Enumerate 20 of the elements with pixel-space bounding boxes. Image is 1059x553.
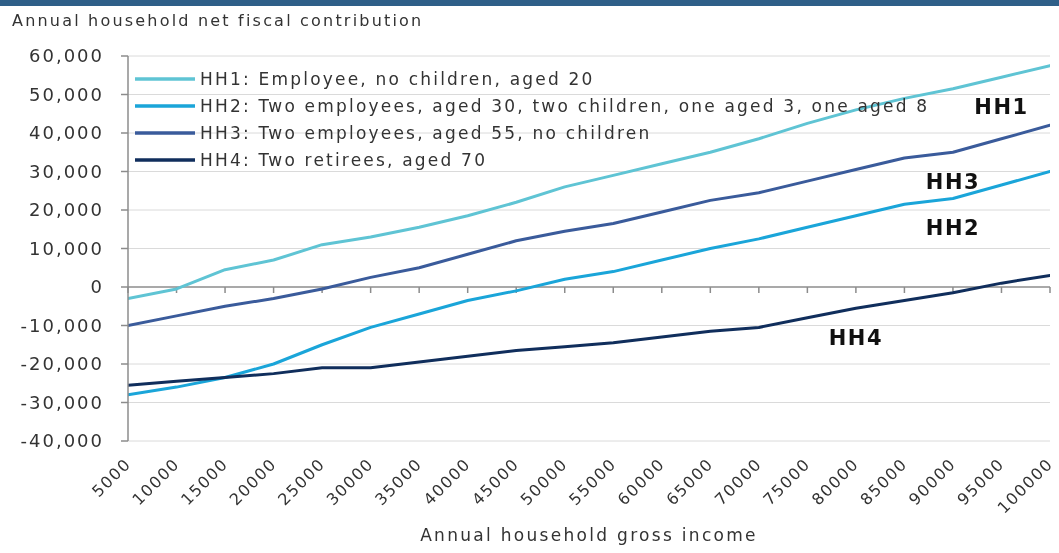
y-tick-label: 10,000 bbox=[29, 237, 104, 259]
y-axis-title: Annual household net fiscal contribution bbox=[12, 11, 424, 30]
annotation: HH2 bbox=[925, 216, 981, 241]
legend-label: HH1: Employee, no children, aged 20 bbox=[200, 68, 595, 89]
y-tick-label: 40,000 bbox=[29, 122, 104, 144]
y-tick-label: 30,000 bbox=[29, 160, 104, 182]
annotation: HH1 bbox=[974, 95, 1029, 120]
annotation: HH4 bbox=[828, 326, 884, 351]
y-tick-label: -10,000 bbox=[20, 314, 104, 336]
y-tick-label: 0 bbox=[90, 276, 104, 298]
y-tick-label: -30,000 bbox=[20, 391, 104, 413]
annotation: HH3 bbox=[925, 170, 981, 195]
y-tick-label: -40,000 bbox=[20, 430, 104, 452]
legend-label: HH3: Two employees, aged 55, no children bbox=[200, 122, 652, 143]
y-tick-label: 20,000 bbox=[29, 199, 104, 221]
y-tick-label: 50,000 bbox=[29, 83, 104, 105]
y-tick-label: 60,000 bbox=[29, 45, 104, 67]
y-tick-label: -20,000 bbox=[20, 353, 104, 375]
legend-label: HH4: Two retirees, aged 70 bbox=[200, 149, 488, 170]
x-axis-title: Annual household gross income bbox=[420, 525, 758, 545]
